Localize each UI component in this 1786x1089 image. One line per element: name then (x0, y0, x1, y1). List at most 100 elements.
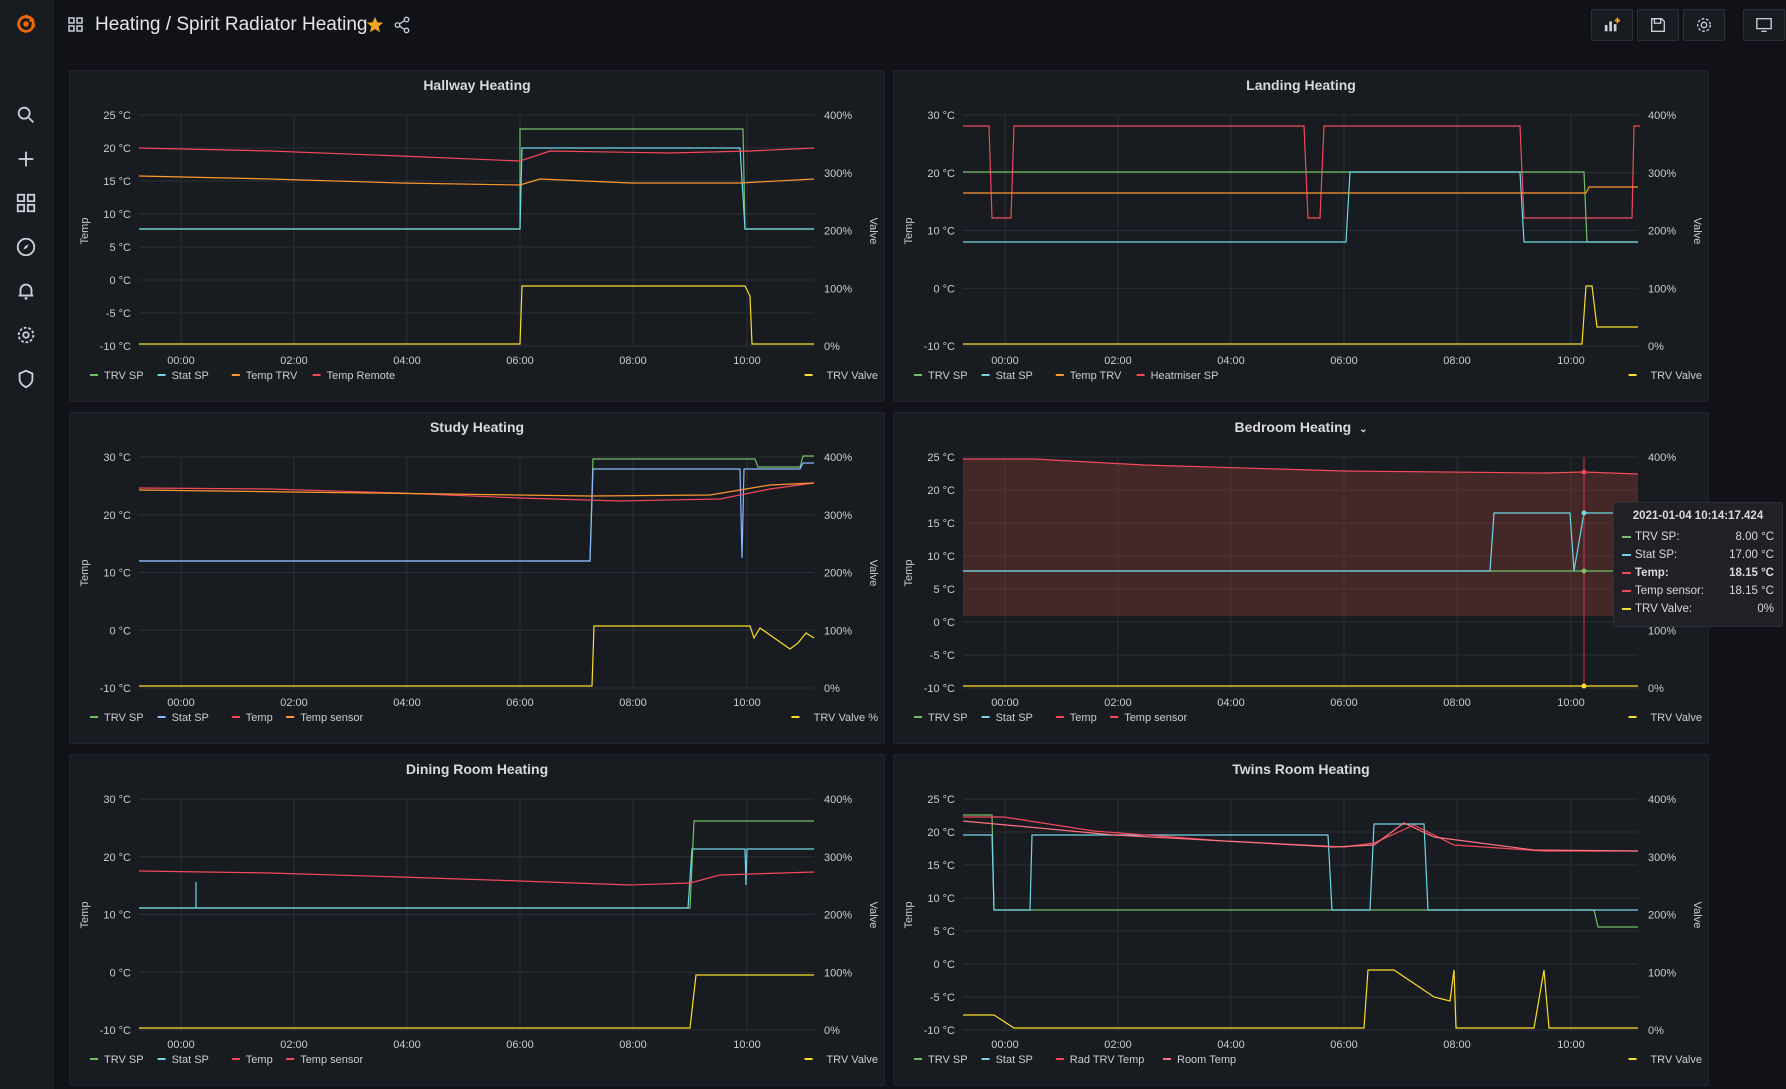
legend-item[interactable]: Temp Remote (327, 370, 395, 382)
legend-item[interactable]: TRV SP (928, 712, 968, 724)
panel-title[interactable]: Study Heating (429, 419, 525, 435)
series-line (963, 816, 1638, 852)
legend-item[interactable]: Temp sensor (300, 1054, 363, 1066)
x-tick: 06:00 (506, 697, 534, 709)
legend-item[interactable]: TRV SP (928, 1054, 968, 1066)
y-tick-left: 25 °C (927, 452, 955, 464)
y-tick-right: 400% (824, 110, 852, 122)
legend-item[interactable]: Temp TRV (246, 370, 298, 382)
legend-item[interactable]: Stat SP (996, 370, 1033, 382)
y-tick-left: 15 °C (927, 860, 955, 872)
y-tick-left: 5 °C (109, 242, 131, 254)
share-icon[interactable] (393, 16, 411, 34)
panel-title[interactable]: Dining Room Heating (405, 761, 549, 777)
legend-item[interactable]: TRV SP (104, 1054, 144, 1066)
top-navbar: Heating / Spirit Radiator Heating (53, 0, 1786, 50)
x-tick: 08:00 (619, 1039, 647, 1051)
series-line (962, 820, 1639, 852)
x-tick: 02:00 (280, 1039, 308, 1051)
plus-icon[interactable] (10, 143, 42, 175)
star-icon[interactable] (366, 16, 384, 34)
explore-compass-icon[interactable] (10, 231, 42, 263)
x-tick: 02:00 (1104, 1039, 1132, 1051)
grafana-logo-icon[interactable] (10, 8, 42, 40)
legend-item[interactable]: Room Temp (1177, 1054, 1236, 1066)
x-tick: 00:00 (991, 697, 1019, 709)
y-tick-left: 5 °C (933, 926, 955, 938)
x-tick: 08:00 (619, 697, 647, 709)
legend-item[interactable]: Stat SP (172, 712, 209, 724)
add-panel-button[interactable] (1591, 9, 1633, 41)
x-tick: 00:00 (167, 1039, 195, 1051)
configuration-gear-icon[interactable] (10, 319, 42, 351)
series-line (963, 814, 1638, 928)
dashboard-title[interactable]: Heating / Spirit Radiator Heating (95, 14, 368, 35)
panel-study[interactable]: Study Heating 30 °C 20 °C 10 °C 0 °C -10 °C 4… (69, 412, 885, 744)
save-dashboard-button[interactable] (1637, 9, 1679, 41)
panel-title[interactable]: Bedroom Heating ⌄ (894, 419, 1708, 435)
tooltip-row: Temp: 18.15 °C (1622, 564, 1774, 582)
panel-title[interactable]: Landing Heating (1246, 77, 1356, 93)
legend-item[interactable]: Stat SP (172, 1054, 209, 1066)
panel-bedroom[interactable]: Bedroom Heating ⌄ 25 °C 20 °C 15 °C 10 °C 5 … (893, 412, 1709, 744)
tooltip-swatch (1622, 590, 1631, 592)
shield-icon[interactable] (10, 363, 42, 395)
search-icon[interactable] (10, 99, 42, 131)
chevron-down-icon[interactable]: ⌄ (1359, 424, 1368, 435)
legend-item[interactable]: Temp sensor (1124, 712, 1187, 724)
legend-item[interactable]: Temp (246, 712, 273, 724)
dashboard-settings-button[interactable] (1683, 9, 1725, 41)
x-tick: 10:00 (733, 355, 761, 367)
legend-item[interactable]: TRV Valve (1650, 1054, 1702, 1066)
legend-item[interactable]: Rad TRV Temp (1070, 1054, 1145, 1066)
legend-item[interactable]: TRV SP (928, 370, 968, 382)
panel-hallway[interactable]: Hallway Heating 25 °C 20 °C 15 °C 10 °C 5 °C… (69, 70, 885, 402)
y-tick-left: -10 °C (924, 683, 955, 695)
y-tick-left: 0 °C (933, 617, 955, 629)
legend-item[interactable]: Temp (1070, 712, 1097, 724)
y-tick-left: 20 °C (927, 827, 955, 839)
panel-title[interactable]: Twins Room Heating (1232, 761, 1370, 777)
x-tick: 08:00 (619, 355, 647, 367)
y-tick-right: 300% (824, 510, 852, 522)
legend-item[interactable]: TRV Valve (1650, 370, 1702, 382)
series-line (139, 625, 815, 687)
legend-item[interactable]: Stat SP (996, 1054, 1033, 1066)
side-menu (0, 0, 54, 1089)
dashboard-grid-icon[interactable] (68, 17, 84, 33)
legend-item[interactable]: TRV Valve (826, 370, 878, 382)
tv-mode-button[interactable] (1743, 9, 1785, 41)
y-tick-left: -10 °C (924, 341, 955, 353)
legend-item[interactable]: Stat SP (996, 712, 1033, 724)
tooltip-value: 17.00 °C (1729, 549, 1774, 561)
panel-twins-room[interactable]: Twins Room Heating 25 °C 20 °C 15 °C 10 °C 5… (893, 754, 1709, 1086)
tooltip-row: TRV Valve: 0% (1622, 600, 1774, 618)
alerting-bell-icon[interactable] (10, 275, 42, 307)
legend-item[interactable]: TRV Valve % (814, 712, 879, 724)
legend-item[interactable]: TRV SP (104, 712, 144, 724)
hover-point (1581, 568, 1587, 574)
y-tick-right: 200% (824, 226, 852, 238)
legend-item[interactable]: TRV Valve (826, 1054, 878, 1066)
x-tick: 06:00 (506, 355, 534, 367)
y-tick-right: 0% (1648, 1025, 1664, 1037)
panel-dining-room[interactable]: Dining Room Heating 30 °C 20 °C 10 °C 0 °C -… (69, 754, 885, 1086)
panel-landing[interactable]: Landing Heating 30 °C 20 °C 10 °C 0 °C -10 °… (893, 70, 1709, 402)
series-line (963, 823, 1638, 911)
legend-item[interactable]: Temp sensor (300, 712, 363, 724)
y-tick-left: 10 °C (927, 893, 955, 905)
x-tick: 10:00 (1557, 1039, 1585, 1051)
y-axis-label-right: Valve (867, 218, 879, 245)
legend-item[interactable]: Heatmiser SP (1151, 370, 1219, 382)
legend-item[interactable]: Temp (246, 1054, 273, 1066)
series-line (963, 285, 1638, 345)
legend-item[interactable]: Stat SP (172, 370, 209, 382)
hover-point (1581, 510, 1587, 516)
legend-item[interactable]: TRV Valve (1650, 712, 1702, 724)
dashboards-icon[interactable] (10, 187, 42, 219)
legend-item[interactable]: TRV SP (104, 370, 144, 382)
panel-title[interactable]: Hallway Heating (423, 77, 531, 93)
x-tick: 04:00 (393, 1039, 421, 1051)
legend-item[interactable]: Temp TRV (1070, 370, 1122, 382)
x-tick: 08:00 (1443, 697, 1471, 709)
